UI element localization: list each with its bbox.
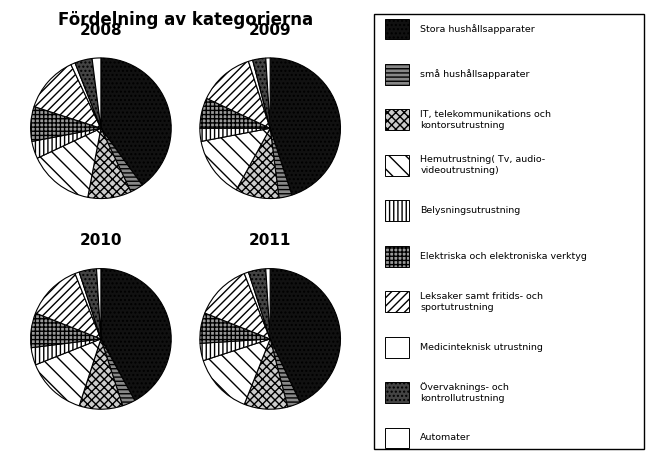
Title: 2010: 2010 [79, 234, 122, 249]
Wedge shape [101, 58, 171, 185]
Wedge shape [34, 65, 101, 128]
Wedge shape [206, 61, 270, 128]
Text: Leksaker samt fritids- och
sportutrustning: Leksaker samt fritids- och sportutrustni… [421, 292, 543, 312]
Wedge shape [266, 58, 270, 128]
Wedge shape [31, 313, 101, 348]
Wedge shape [270, 339, 300, 407]
Wedge shape [101, 268, 171, 401]
Wedge shape [270, 268, 340, 403]
Wedge shape [92, 58, 101, 128]
Wedge shape [101, 339, 135, 406]
Wedge shape [203, 339, 270, 404]
Wedge shape [101, 128, 142, 192]
Wedge shape [96, 268, 101, 339]
FancyBboxPatch shape [385, 291, 409, 312]
Wedge shape [266, 268, 270, 339]
Wedge shape [270, 58, 340, 195]
Wedge shape [200, 339, 270, 360]
Wedge shape [249, 60, 270, 128]
Text: IT, telekommunikations och
kontorsutrustning: IT, telekommunikations och kontorsutrust… [421, 110, 551, 130]
Text: Stora hushållsapparater: Stora hushållsapparater [421, 24, 535, 34]
Wedge shape [200, 313, 270, 344]
FancyBboxPatch shape [385, 382, 409, 403]
Text: Medicinteknisk utrustning: Medicinteknisk utrustning [421, 343, 543, 352]
Wedge shape [36, 273, 101, 339]
Title: 2009: 2009 [249, 23, 292, 38]
Wedge shape [200, 98, 270, 128]
Text: små hushållsapparater: små hushållsapparater [421, 70, 530, 79]
Title: 2008: 2008 [79, 23, 122, 38]
Text: Automater: Automater [421, 433, 471, 442]
Wedge shape [236, 128, 279, 199]
FancyBboxPatch shape [385, 337, 409, 358]
FancyBboxPatch shape [385, 64, 409, 85]
FancyBboxPatch shape [385, 155, 409, 176]
Wedge shape [88, 128, 131, 199]
FancyBboxPatch shape [385, 109, 409, 130]
Wedge shape [71, 63, 101, 128]
Wedge shape [75, 272, 101, 339]
Text: Belysningsutrustning: Belysningsutrustning [421, 206, 521, 215]
FancyBboxPatch shape [385, 18, 409, 39]
Wedge shape [32, 128, 101, 158]
Wedge shape [205, 273, 270, 339]
FancyBboxPatch shape [385, 246, 409, 267]
Text: Elektriska och elektroniska verktyg: Elektriska och elektroniska verktyg [421, 252, 587, 261]
Wedge shape [244, 272, 270, 339]
Text: Övervaknings- och
kontrollutrustning: Övervaknings- och kontrollutrustning [421, 382, 509, 403]
Wedge shape [200, 128, 270, 142]
Text: Fördelning av kategorierna: Fördelning av kategorierna [58, 11, 313, 29]
FancyBboxPatch shape [385, 200, 409, 221]
Wedge shape [79, 269, 101, 339]
Wedge shape [249, 269, 270, 339]
Title: 2011: 2011 [249, 234, 292, 249]
Wedge shape [201, 128, 270, 190]
Wedge shape [31, 339, 101, 365]
Wedge shape [36, 339, 101, 406]
FancyBboxPatch shape [385, 427, 409, 448]
Wedge shape [253, 58, 270, 128]
Wedge shape [244, 339, 288, 409]
Text: Hemutrustning( Tv, audio-
videoutrustning): Hemutrustning( Tv, audio- videoutrustnin… [421, 155, 546, 175]
Wedge shape [75, 59, 101, 128]
Wedge shape [270, 128, 292, 198]
Wedge shape [79, 339, 122, 409]
Wedge shape [31, 107, 101, 142]
Wedge shape [37, 128, 101, 197]
